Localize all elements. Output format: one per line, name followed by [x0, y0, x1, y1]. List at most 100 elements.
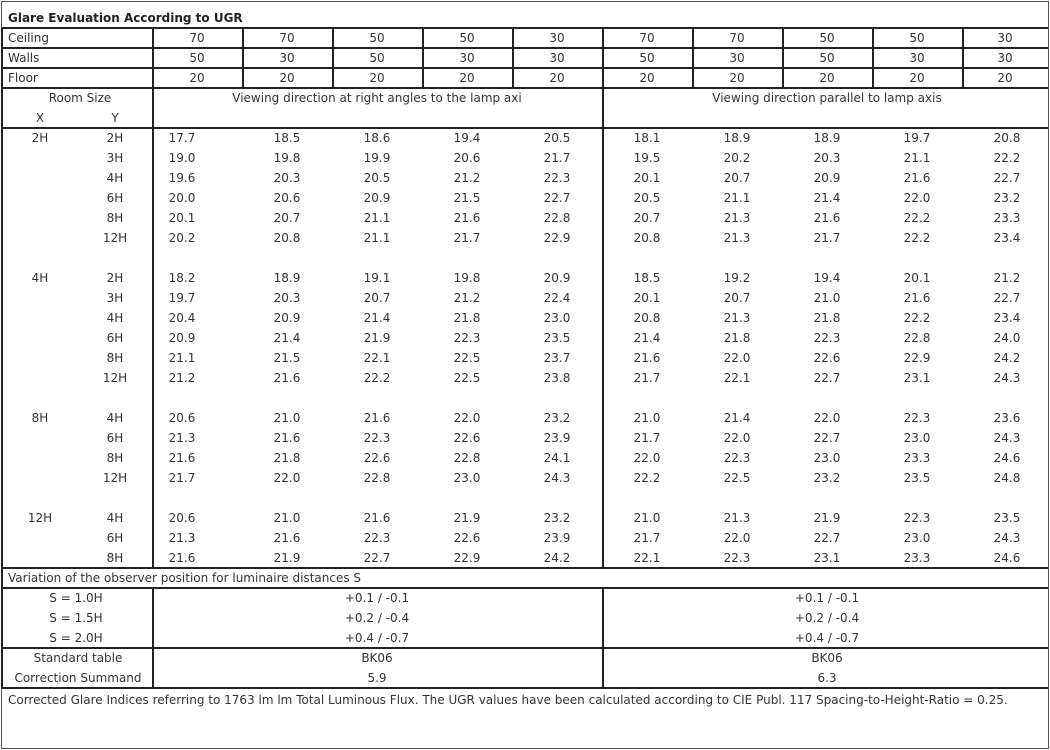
ugr-value: 22.3	[903, 511, 931, 525]
divider	[872, 28, 874, 88]
ugr-value: 21.7	[543, 151, 571, 165]
divider	[2, 67, 1048, 69]
ugr-value: 20.7	[633, 211, 661, 225]
ugr-value: 23.5	[903, 471, 931, 485]
variation-label: Variation of the observer position for l…	[8, 571, 362, 585]
ugr-value: 21.2	[168, 371, 196, 385]
ugr-value: 19.0	[168, 151, 196, 165]
ugr-value: 24.2	[993, 351, 1021, 365]
ugr-value: 22.7	[813, 531, 841, 545]
ugr-value: 24.2	[543, 551, 571, 565]
reflectance-value: 20	[909, 71, 925, 85]
ugr-value: 22.7	[993, 291, 1021, 305]
ugr-value: 21.0	[273, 511, 301, 525]
divider	[2, 47, 1048, 49]
ugr-value: 23.6	[993, 411, 1021, 425]
ugr-value: 22.2	[903, 311, 931, 325]
reflectance-value: 30	[549, 31, 565, 45]
perpendicular-variation: +0.4 / -0.7	[344, 631, 410, 645]
ugr-value: 23.4	[993, 231, 1021, 245]
reflectance-value: 70	[279, 31, 295, 45]
reflectance-value: 20	[189, 71, 205, 85]
ugr-value: 20.3	[273, 291, 301, 305]
ugr-value: 21.3	[723, 211, 751, 225]
ugr-value: 20.6	[168, 511, 196, 525]
ugr-value: 21.4	[633, 331, 661, 345]
reflectance-value: 30	[549, 51, 565, 65]
ugr-value: 22.9	[903, 351, 931, 365]
ugr-value: 21.2	[453, 171, 481, 185]
ugr-value: 19.6	[168, 171, 196, 185]
reflectance-value: 30	[909, 51, 925, 65]
room-size-y-label: Y	[111, 111, 119, 125]
ugr-value: 23.4	[993, 311, 1021, 325]
correction-summand-perpendicular: 5.9	[367, 671, 387, 685]
divider	[602, 28, 604, 88]
ugr-value: 21.7	[633, 431, 661, 445]
ugr-value: 22.7	[363, 551, 391, 565]
ugr-value: 21.8	[723, 331, 751, 345]
footnote: Corrected Glare Indices referring to 176…	[8, 693, 1008, 707]
ugr-value: 18.9	[723, 131, 751, 145]
room-size-x: 2H	[31, 131, 49, 145]
ugr-value: 18.6	[363, 131, 391, 145]
perpendicular-direction-header: Viewing direction at right angles to the…	[232, 91, 522, 105]
parallel-variation: +0.1 / -0.1	[794, 591, 860, 605]
ugr-value: 22.3	[903, 411, 931, 425]
ugr-value: 20.6	[453, 151, 481, 165]
ugr-value: 23.8	[543, 371, 571, 385]
ugr-value: 20.7	[363, 291, 391, 305]
ugr-value: 23.0	[903, 531, 931, 545]
ugr-value: 21.6	[363, 411, 391, 425]
ugr-value: 22.2	[903, 231, 931, 245]
spacing-label: S = 1.5H	[49, 611, 103, 625]
spacing-label: S = 1.0H	[49, 591, 103, 605]
ugr-value: 18.5	[633, 271, 661, 285]
reflectance-value: 50	[369, 51, 385, 65]
ugr-value: 21.1	[363, 231, 391, 245]
reflectance-value: 30	[279, 51, 295, 65]
ugr-value: 19.4	[453, 131, 481, 145]
ugr-value: 21.3	[168, 431, 196, 445]
ugr-value: 22.5	[453, 371, 481, 385]
ugr-value: 20.2	[723, 151, 751, 165]
room-size-y: 3H	[106, 291, 124, 305]
ugr-value: 20.9	[363, 191, 391, 205]
ugr-value: 24.3	[993, 431, 1021, 445]
ugr-value: 20.0	[168, 191, 196, 205]
ugr-value: 20.7	[273, 211, 301, 225]
ugr-value: 20.8	[633, 311, 661, 325]
ugr-value: 22.7	[993, 171, 1021, 185]
ugr-value: 21.7	[168, 471, 196, 485]
ugr-value: 23.2	[993, 191, 1021, 205]
room-size-label: Room Size	[48, 91, 112, 105]
ugr-value: 22.0	[633, 451, 661, 465]
ugr-value: 19.7	[168, 291, 196, 305]
ugr-value: 20.6	[168, 411, 196, 425]
ugr-value: 24.6	[993, 451, 1021, 465]
room-size-y: 4H	[106, 171, 124, 185]
ugr-value: 23.3	[993, 211, 1021, 225]
divider	[152, 88, 154, 568]
ugr-value: 20.8	[273, 231, 301, 245]
room-size-y: 12H	[102, 231, 128, 245]
ugr-value: 22.7	[813, 431, 841, 445]
ugr-value: 21.9	[273, 551, 301, 565]
ugr-value: 21.5	[453, 191, 481, 205]
ugr-value: 21.8	[273, 451, 301, 465]
ugr-value: 19.5	[633, 151, 661, 165]
correction-summand-parallel: 6.3	[817, 671, 837, 685]
divider	[602, 588, 604, 688]
ugr-value: 21.6	[363, 511, 391, 525]
ugr-value: 21.7	[453, 231, 481, 245]
divider	[2, 27, 1048, 29]
divider	[602, 88, 604, 568]
ugr-value: 22.8	[543, 211, 571, 225]
reflectance-value: 30	[459, 51, 475, 65]
ugr-value: 21.3	[168, 531, 196, 545]
ugr-value: 20.5	[633, 191, 661, 205]
ugr-value: 20.7	[723, 171, 751, 185]
reflectance-value: 50	[819, 31, 835, 45]
ugr-value: 21.0	[633, 511, 661, 525]
reflectance-label-walls: Walls	[8, 51, 40, 65]
